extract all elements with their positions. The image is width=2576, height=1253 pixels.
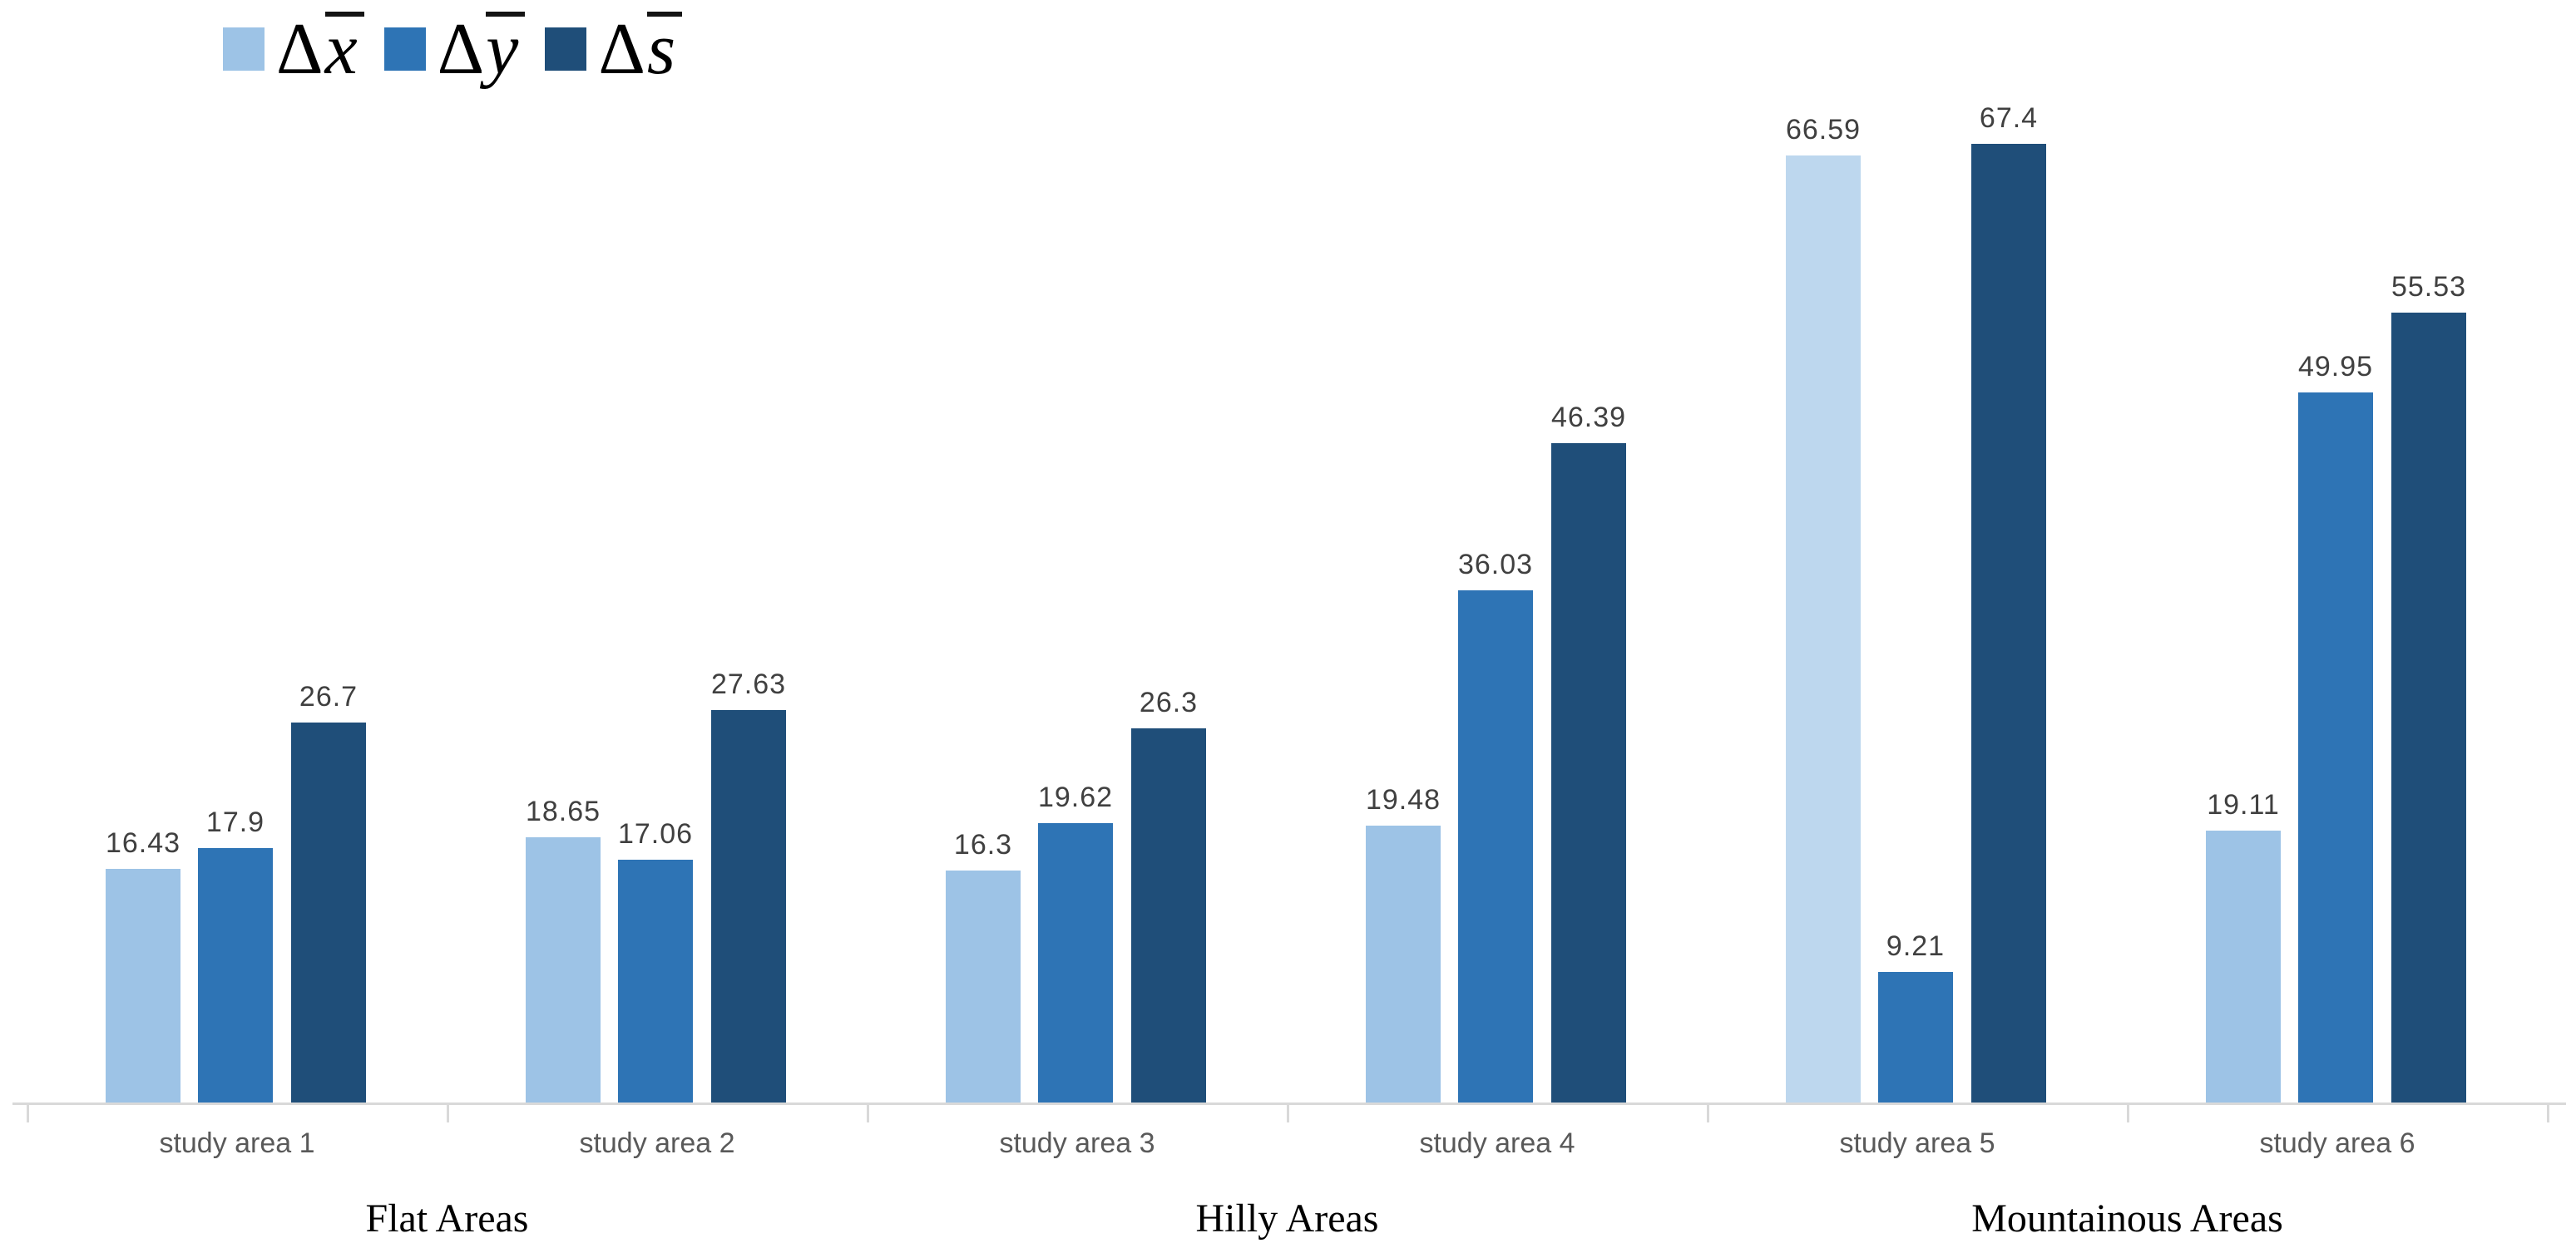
category-label-5: study area 5	[1839, 1127, 1995, 1159]
group-label-2: Hilly Areas	[1195, 1196, 1379, 1241]
category-label-6: study area 6	[2259, 1127, 2415, 1159]
group-label-3: Mountainous Areas	[1971, 1196, 2283, 1241]
bar-s2-c0	[291, 723, 366, 1103]
delta-symbol: Δ	[598, 9, 645, 90]
value-label-s1-c0: 17.9	[205, 807, 265, 838]
x-axis-tick-3	[1287, 1103, 1289, 1122]
bar-s0-c1	[526, 837, 601, 1103]
x-axis-tick-1	[447, 1103, 449, 1122]
legend-item-delta-y: Δy	[383, 12, 526, 86]
bar-s0-c0	[106, 869, 180, 1103]
legend-swatch-delta-x	[223, 27, 265, 71]
value-label-s1-c1: 17.06	[617, 818, 694, 850]
overbar-letter: x	[324, 12, 364, 86]
category-label-1: study area 1	[159, 1127, 315, 1159]
category-label-3: study area 3	[999, 1127, 1155, 1159]
value-label-s0-c5: 19.11	[2207, 789, 2280, 821]
value-label-s1-c3: 36.03	[1457, 549, 1534, 580]
x-axis-line	[12, 1103, 2566, 1105]
bar-s0-c2	[946, 871, 1021, 1103]
legend-label-delta-y: Δy	[438, 12, 526, 86]
bar-s1-c5	[2298, 392, 2373, 1103]
overbar-letter: y	[486, 12, 526, 86]
value-label-s2-c1: 27.63	[710, 668, 787, 700]
value-label-s2-c3: 46.39	[1550, 402, 1627, 433]
bar-s0-c3	[1366, 826, 1441, 1103]
legend-swatch-delta-s	[545, 27, 587, 71]
category-label-2: study area 2	[579, 1127, 735, 1159]
value-label-s0-c2: 16.3	[953, 829, 1013, 861]
bar-s0-c4	[1786, 155, 1861, 1103]
bar-s2-c4	[1971, 144, 2046, 1103]
value-label-s1-c5: 49.95	[2297, 351, 2374, 382]
chart-legend: Δx Δy Δs	[223, 12, 683, 86]
x-axis-tick-6	[2547, 1103, 2549, 1122]
value-label-s1-c2: 19.62	[1037, 782, 1114, 813]
value-label-s2-c5: 55.53	[2391, 271, 2467, 303]
overbar-letter: s	[646, 12, 683, 86]
bar-s1-c0	[198, 848, 273, 1103]
bar-s2-c2	[1131, 728, 1206, 1103]
legend-label-delta-s: Δs	[598, 12, 683, 86]
value-label-s0-c1: 18.65	[525, 796, 601, 827]
bar-s2-c1	[711, 710, 786, 1103]
value-label-s1-c4: 9.21	[1886, 930, 1946, 962]
x-axis-tick-5	[2127, 1103, 2129, 1122]
value-label-s2-c4: 67.4	[1979, 102, 2039, 134]
legend-item-delta-x: Δx	[223, 12, 364, 86]
x-axis-tick-4	[1707, 1103, 1709, 1122]
bar-s1-c1	[618, 860, 693, 1103]
value-label-s0-c3: 19.48	[1365, 784, 1441, 816]
legend-item-delta-s: Δs	[545, 12, 683, 86]
x-axis-tick-2	[867, 1103, 869, 1122]
category-label-4: study area 4	[1419, 1127, 1575, 1159]
value-label-s0-c4: 66.59	[1785, 114, 1862, 146]
delta-symbol: Δ	[437, 9, 485, 90]
value-label-s0-c0: 16.43	[105, 827, 181, 859]
value-label-s2-c0: 26.7	[299, 681, 358, 713]
bar-s1-c3	[1458, 590, 1533, 1103]
bar-s1-c2	[1038, 823, 1113, 1103]
group-label-1: Flat Areas	[365, 1196, 529, 1241]
value-label-s2-c2: 26.3	[1139, 687, 1199, 718]
bar-s0-c5	[2206, 831, 2281, 1103]
bar-s2-c3	[1551, 443, 1626, 1103]
legend-label-delta-x: Δx	[276, 12, 364, 86]
bar-s1-c4	[1878, 972, 1953, 1103]
delta-symbol: Δ	[276, 9, 324, 90]
legend-swatch-delta-y	[383, 27, 426, 71]
x-axis-tick-0	[27, 1103, 29, 1122]
bar-s2-c5	[2391, 313, 2466, 1103]
